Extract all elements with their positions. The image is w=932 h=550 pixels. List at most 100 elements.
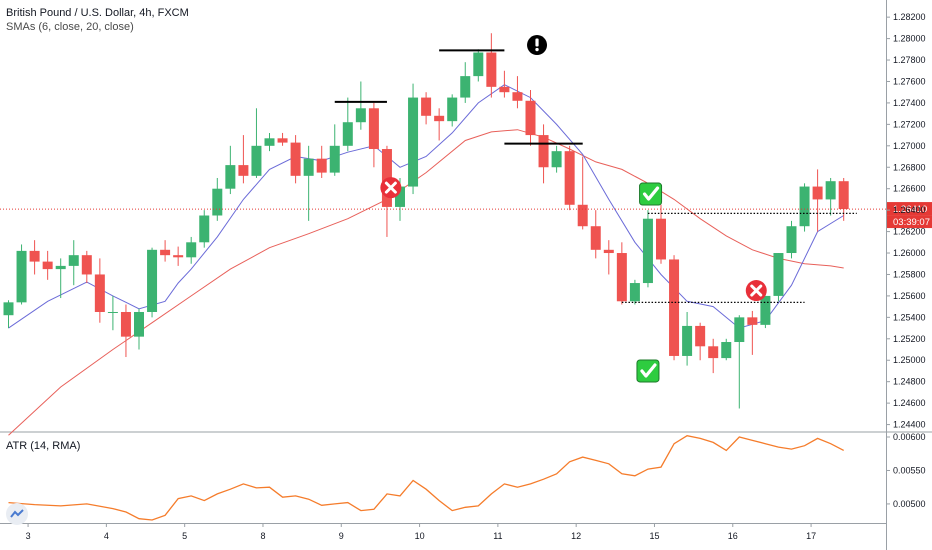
candle [616, 242, 627, 305]
candle [838, 177, 849, 221]
candle-body [838, 181, 849, 210]
candle-body [473, 52, 484, 77]
candle [721, 338, 732, 361]
tradingview-logo[interactable] [6, 503, 28, 525]
atr-line [8, 435, 844, 521]
sma-slow-line [8, 129, 844, 436]
cross-icon [380, 177, 402, 199]
candle-body [734, 317, 745, 343]
candle [173, 246, 184, 266]
price-tick-label: 1.24400 [893, 420, 926, 430]
candle [799, 183, 810, 232]
candle-body [825, 181, 836, 200]
price-tick-label: 1.25000 [893, 355, 926, 365]
time-tick-label: 17 [806, 531, 816, 541]
price-tick-label: 1.26000 [893, 248, 926, 258]
candle [94, 258, 105, 323]
atr-tick-label: 0.00550 [893, 465, 926, 475]
candle-body [525, 100, 536, 136]
price-tick-label: 1.27600 [893, 76, 926, 86]
candle-body [656, 218, 666, 260]
candle [629, 279, 640, 305]
atr-tick-label: 0.00500 [893, 499, 926, 509]
warning-bar [535, 38, 539, 47]
candle [120, 304, 131, 358]
candle-body [225, 165, 236, 189]
candle [669, 255, 680, 361]
candle [277, 132, 288, 146]
check-icon [639, 182, 663, 206]
candle [538, 124, 549, 184]
candle [355, 81, 366, 130]
check-box [639, 182, 663, 206]
candle-body [460, 76, 471, 98]
candle-body [721, 342, 732, 359]
candle [734, 315, 745, 409]
candle-body [107, 311, 118, 313]
candle-body [708, 346, 719, 359]
candle [434, 108, 445, 141]
cross-mark [750, 284, 763, 297]
candle-body [577, 204, 588, 227]
price-tick-label: 1.26400 [893, 205, 926, 215]
price-tick-label: 1.28200 [893, 12, 926, 22]
check-box [636, 359, 660, 383]
candle [251, 108, 262, 178]
candle [368, 102, 379, 168]
candle [342, 97, 353, 152]
candle-body [3, 302, 14, 316]
candle-body [799, 186, 810, 227]
candle-body [538, 135, 549, 168]
check-mark [642, 186, 660, 201]
candle [682, 311, 693, 366]
price-tick-label: 1.25400 [893, 312, 926, 322]
candle [473, 49, 484, 82]
time-tick-label: 8 [260, 531, 265, 541]
candle-body [290, 142, 301, 176]
candle [512, 76, 523, 109]
candles [3, 33, 849, 409]
time-tick-label: 9 [339, 531, 344, 541]
candle [55, 258, 66, 299]
price-tick-label: 1.27000 [893, 141, 926, 151]
atr-pane [8, 435, 844, 521]
time-tick-label: 11 [493, 531, 502, 541]
candle [551, 145, 562, 173]
candle-body [421, 97, 432, 116]
candle [564, 145, 575, 211]
candle-body [564, 151, 575, 205]
price-tick-label: 1.28000 [893, 34, 926, 44]
candle [577, 156, 588, 230]
candle-body [486, 52, 497, 87]
candle-body [682, 325, 693, 356]
candle-body [42, 261, 53, 270]
candle-body [329, 145, 340, 173]
candle-body [303, 158, 314, 176]
candle [499, 70, 510, 98]
candle [329, 124, 340, 176]
time-tick-label: 16 [728, 531, 738, 541]
candle [42, 250, 53, 280]
candle [290, 135, 301, 184]
candle-body [499, 86, 510, 93]
candle [525, 90, 536, 146]
candle [460, 62, 471, 103]
axes: 1.28200 1.28000 1.27800 1.27600 1.27400 1.272… [26, 12, 926, 541]
chart-legend: British Pound / U.S. Dollar, 4h, FXCM SM… [6, 6, 189, 34]
candle-body [277, 138, 288, 143]
check-mark [640, 363, 657, 378]
candle [107, 295, 118, 331]
candle-body [81, 255, 92, 275]
candle-body [368, 108, 379, 150]
cross-icon [745, 280, 767, 302]
candle-body [773, 253, 784, 296]
countdown-tag-bg [887, 215, 932, 229]
candle [16, 244, 27, 305]
candle [695, 322, 706, 361]
price-tick-label: 1.25600 [893, 291, 926, 301]
candle-body [16, 250, 27, 303]
candle-body [199, 215, 210, 243]
candle-body [747, 317, 758, 325]
candle [316, 145, 327, 178]
candle-body [629, 283, 640, 302]
